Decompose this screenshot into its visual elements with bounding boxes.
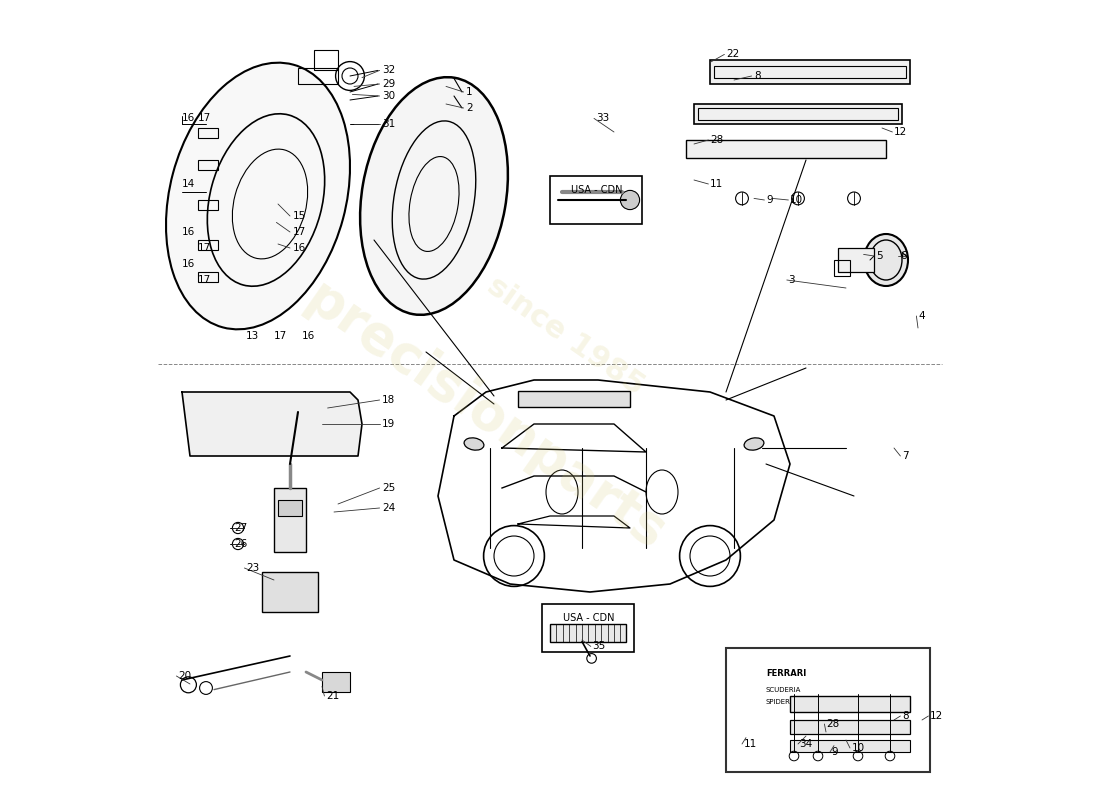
Text: 17: 17 <box>198 114 211 123</box>
Circle shape <box>620 190 639 210</box>
Text: 28: 28 <box>710 135 724 145</box>
Text: since 1985: since 1985 <box>482 271 650 401</box>
Bar <box>262 572 318 612</box>
Bar <box>322 672 350 692</box>
Bar <box>314 50 338 70</box>
Text: 34: 34 <box>800 739 813 749</box>
Bar <box>550 624 626 642</box>
Text: 15: 15 <box>293 211 306 221</box>
Text: 30: 30 <box>382 91 395 101</box>
Bar <box>198 128 218 138</box>
Text: 18: 18 <box>382 395 395 405</box>
Bar <box>838 248 875 272</box>
Bar <box>198 200 218 210</box>
Text: 9: 9 <box>766 195 772 205</box>
Text: 16: 16 <box>182 227 196 237</box>
Bar <box>714 66 906 78</box>
Text: 31: 31 <box>382 119 395 129</box>
Text: 33: 33 <box>596 114 609 123</box>
Bar <box>686 140 886 158</box>
Text: 8: 8 <box>754 71 760 81</box>
Bar <box>726 648 930 772</box>
Text: 20: 20 <box>178 671 191 681</box>
Text: 17: 17 <box>198 243 211 253</box>
Text: 10: 10 <box>790 195 803 205</box>
Text: 17: 17 <box>293 227 306 237</box>
Bar <box>298 68 338 84</box>
Ellipse shape <box>464 438 484 450</box>
Ellipse shape <box>744 438 763 450</box>
Text: 6: 6 <box>901 251 908 261</box>
Text: 2: 2 <box>466 103 473 113</box>
Bar <box>694 104 902 124</box>
Ellipse shape <box>864 234 907 286</box>
Text: 21: 21 <box>326 691 339 701</box>
Text: 17: 17 <box>274 331 287 341</box>
Text: 7: 7 <box>902 451 909 461</box>
Text: 26: 26 <box>234 539 248 549</box>
Text: 28: 28 <box>826 719 839 729</box>
Text: 16: 16 <box>182 259 196 269</box>
Text: SPIDER: SPIDER <box>766 699 791 705</box>
Text: 32: 32 <box>382 66 395 75</box>
Text: 12: 12 <box>930 711 944 721</box>
Text: 16: 16 <box>302 331 316 341</box>
Text: 4: 4 <box>918 311 925 321</box>
Bar <box>790 696 910 712</box>
Circle shape <box>232 522 243 534</box>
Text: 1: 1 <box>466 87 473 97</box>
Ellipse shape <box>360 77 508 315</box>
Bar <box>198 160 218 170</box>
Text: FERRARI: FERRARI <box>766 669 806 678</box>
Text: 13: 13 <box>246 331 260 341</box>
Bar <box>790 740 910 752</box>
Text: 9: 9 <box>832 747 838 757</box>
Circle shape <box>232 538 243 550</box>
Text: 5: 5 <box>877 251 883 261</box>
Bar <box>834 260 850 276</box>
Text: 16: 16 <box>293 243 306 253</box>
Bar <box>698 108 898 120</box>
Text: 11: 11 <box>744 739 757 749</box>
Text: 16: 16 <box>182 114 196 123</box>
Text: 23: 23 <box>246 563 260 573</box>
Text: 10: 10 <box>851 743 865 753</box>
Text: 8: 8 <box>902 711 909 721</box>
Bar <box>278 500 303 516</box>
Text: 27: 27 <box>234 523 248 533</box>
Text: 24: 24 <box>382 503 395 513</box>
Bar <box>790 720 910 734</box>
Text: 17: 17 <box>198 275 211 285</box>
Bar <box>710 60 910 84</box>
Text: 29: 29 <box>382 79 395 89</box>
Text: 19: 19 <box>382 419 395 429</box>
Text: USA - CDN: USA - CDN <box>571 186 623 195</box>
Bar <box>274 488 306 552</box>
Bar <box>550 176 642 224</box>
Bar <box>198 240 218 250</box>
Text: USA - CDN: USA - CDN <box>563 614 614 623</box>
Text: 35: 35 <box>593 642 606 651</box>
Bar <box>198 272 218 282</box>
Ellipse shape <box>166 62 350 330</box>
Bar <box>518 391 630 407</box>
Text: 14: 14 <box>182 179 196 189</box>
Text: 12: 12 <box>894 127 908 137</box>
Text: 11: 11 <box>710 179 724 189</box>
Text: 22: 22 <box>726 50 739 59</box>
Text: 25: 25 <box>382 483 395 493</box>
Text: SCUDERIA: SCUDERIA <box>766 687 802 693</box>
Polygon shape <box>182 392 362 456</box>
Text: 3: 3 <box>789 275 795 285</box>
Text: precisionparts: precisionparts <box>296 272 676 560</box>
Bar <box>542 604 634 652</box>
